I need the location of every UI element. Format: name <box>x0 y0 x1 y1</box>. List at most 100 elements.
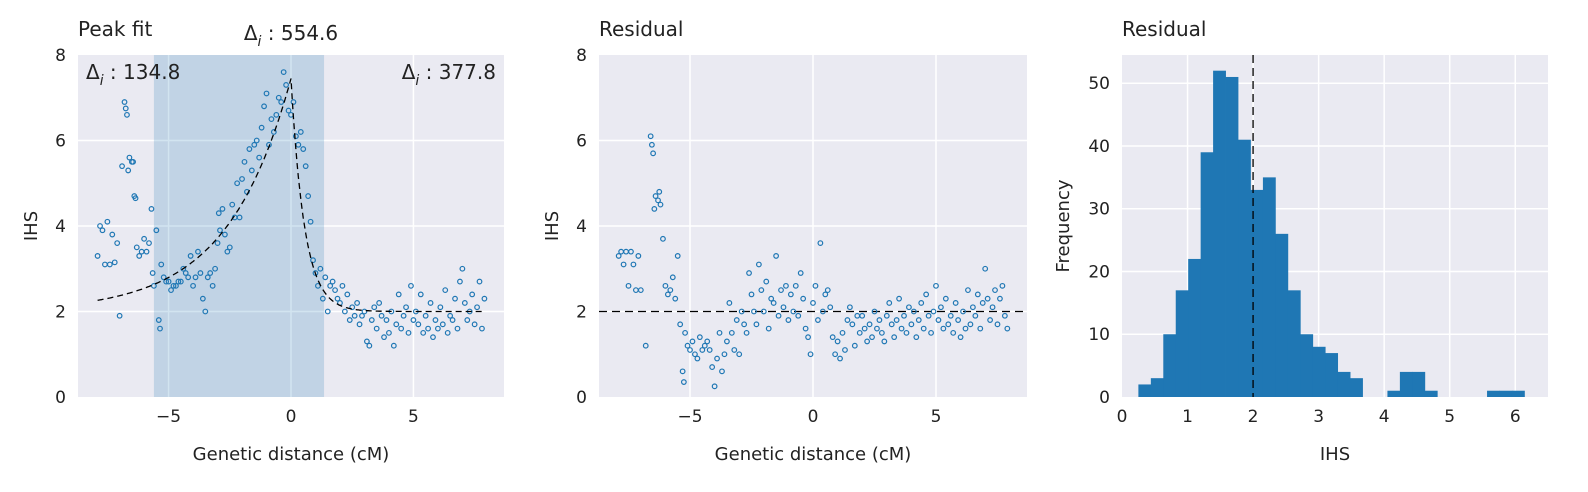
data-point <box>984 295 991 302</box>
histogram-bar <box>1387 390 1401 397</box>
data-point <box>812 282 819 289</box>
histogram-bar <box>1487 390 1500 397</box>
data-point <box>741 321 748 328</box>
data-point <box>363 338 370 345</box>
data-point <box>933 282 939 289</box>
data-point <box>679 368 686 375</box>
data-point <box>461 300 468 306</box>
data-point <box>999 282 1006 289</box>
data-point <box>965 287 971 294</box>
data-point <box>173 282 179 289</box>
y-tick-label: 6 <box>55 132 66 152</box>
data-point <box>180 265 187 272</box>
data-point <box>687 347 693 353</box>
x-tick-label: 0 <box>286 407 297 427</box>
data-point <box>366 342 373 349</box>
data-point <box>339 282 346 289</box>
chart-title: Residual <box>599 17 683 41</box>
data-point <box>236 214 243 221</box>
data-point <box>221 231 228 238</box>
data-point <box>270 129 277 135</box>
data-point <box>625 282 632 289</box>
data-point <box>165 278 172 285</box>
data-point <box>859 312 866 319</box>
data-point <box>356 321 363 328</box>
data-point <box>378 312 385 319</box>
data-point <box>207 270 214 276</box>
data-point <box>898 325 905 332</box>
data-point <box>824 287 831 294</box>
histogram-bar <box>1312 346 1326 397</box>
histogram-bar <box>1175 290 1189 397</box>
data-point <box>672 295 679 302</box>
data-point <box>615 253 622 259</box>
data-point <box>386 329 392 336</box>
data-point <box>755 261 762 268</box>
data-point <box>827 304 834 311</box>
histogram-bar <box>1213 70 1226 397</box>
data-point <box>425 325 432 332</box>
data-point <box>344 291 351 298</box>
data-point <box>628 248 634 255</box>
data-point <box>940 325 947 332</box>
y-tick-label: 2 <box>55 303 66 323</box>
data-point <box>753 321 760 328</box>
data-point <box>190 282 196 289</box>
data-point <box>130 158 136 165</box>
data-point <box>994 321 1001 328</box>
data-point <box>334 295 341 302</box>
data-point <box>851 342 858 349</box>
data-point <box>106 261 113 268</box>
data-point <box>942 295 949 302</box>
y-tick-label: 10 <box>1088 325 1110 345</box>
histogram-bar <box>1262 177 1276 397</box>
data-point <box>677 321 684 328</box>
histogram-bar <box>1325 353 1339 397</box>
data-point <box>950 329 957 336</box>
data-point <box>726 300 733 306</box>
data-point <box>819 308 826 315</box>
data-point <box>329 278 336 285</box>
data-point <box>969 304 976 311</box>
data-point <box>648 141 655 148</box>
y-tick-label: 8 <box>576 46 587 66</box>
x-tick-label: 5 <box>408 407 419 427</box>
data-point <box>736 351 743 358</box>
data-point <box>664 291 671 298</box>
data-point <box>982 265 989 272</box>
data-point <box>280 69 287 75</box>
data-point <box>114 240 121 247</box>
data-point <box>674 253 681 259</box>
data-point <box>376 300 383 306</box>
data-point <box>155 317 162 323</box>
data-point <box>699 347 706 353</box>
data-point <box>219 205 226 212</box>
data-point <box>765 325 772 332</box>
histogram-bar <box>1138 384 1152 397</box>
fit-curve <box>97 78 485 313</box>
data-point <box>837 355 843 362</box>
y-tick-label: 40 <box>1088 137 1110 157</box>
data-point <box>792 282 799 289</box>
data-point <box>99 227 106 234</box>
data-point <box>694 355 701 362</box>
data-point <box>861 325 868 332</box>
data-point <box>669 274 676 281</box>
data-point <box>952 300 959 306</box>
data-point <box>182 270 189 276</box>
data-point <box>925 312 932 319</box>
x-axis-label: IHS <box>1320 444 1350 465</box>
data-point <box>408 282 414 289</box>
data-point <box>1004 325 1011 332</box>
data-point <box>400 312 407 319</box>
data-point <box>204 274 211 281</box>
data-point <box>469 291 476 298</box>
x-tick-label: 3 <box>1313 407 1324 427</box>
y-axis-label: IHS <box>542 211 563 241</box>
x-tick-labels: 0 1 2 3 4 5 6 <box>1117 407 1521 427</box>
data-point <box>839 329 846 336</box>
data-point <box>464 317 471 323</box>
data-point <box>136 253 143 259</box>
data-point <box>195 248 201 255</box>
